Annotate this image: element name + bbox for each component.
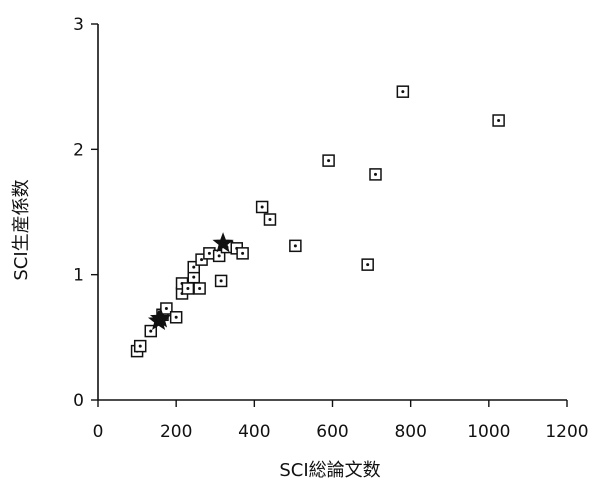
y-tick-label: 3 (73, 15, 84, 35)
data-points (130, 85, 505, 358)
data-point (289, 239, 302, 253)
data-point-dot (174, 315, 178, 319)
data-point (369, 168, 382, 181)
data-point-dot (186, 286, 190, 290)
data-point-star (212, 232, 234, 253)
data-point-dot (164, 307, 168, 311)
x-tick-label: 0 (93, 422, 104, 442)
data-point (133, 339, 147, 353)
data-point (181, 282, 195, 295)
x-tick-label: 200 (160, 422, 192, 442)
x-tick-label: 1200 (545, 422, 588, 442)
data-point-dot (366, 263, 370, 267)
data-point (255, 200, 269, 214)
data-point-dot (198, 286, 202, 290)
data-point-dot (497, 119, 501, 123)
data-point (187, 260, 201, 274)
data-point-dot (138, 344, 142, 348)
x-tick-label: 800 (394, 422, 426, 442)
data-point-dot (260, 205, 264, 209)
axes: 0 1 2 3 0 200 400 600 800 1000 1200 (73, 15, 588, 442)
data-point-dot (241, 251, 245, 255)
x-tick-label: 600 (316, 422, 348, 442)
y-axis-label: SCI生産係数 (11, 179, 32, 280)
data-point-dot (327, 159, 331, 163)
data-point (195, 253, 208, 266)
data-point-dot (373, 172, 377, 176)
data-point-dot (207, 251, 211, 255)
data-point-dot (149, 329, 153, 333)
x-tick-label: 1000 (467, 422, 510, 442)
y-tick-label: 2 (73, 140, 84, 160)
data-point (169, 311, 183, 324)
data-point (144, 324, 158, 338)
x-axis-label: SCI総論文数 (279, 460, 380, 481)
y-tick-label: 1 (73, 266, 84, 286)
data-point (193, 282, 206, 295)
data-point-dot (200, 258, 204, 262)
data-point (214, 274, 228, 288)
data-point-dot (401, 90, 405, 94)
data-point (322, 154, 335, 167)
data-point (492, 114, 505, 127)
data-point (236, 247, 249, 260)
data-point-dot (293, 244, 297, 248)
data-point-dot (217, 254, 221, 258)
data-point-dot (268, 218, 272, 222)
data-point (361, 258, 374, 271)
x-tick-label: 400 (238, 422, 270, 442)
data-point (396, 85, 410, 98)
data-point-star (149, 307, 172, 328)
y-tick-label: 0 (73, 391, 84, 411)
data-point-dot (192, 275, 196, 279)
data-point-dot (192, 265, 196, 269)
data-point (263, 213, 277, 226)
data-point-dot (219, 279, 223, 283)
